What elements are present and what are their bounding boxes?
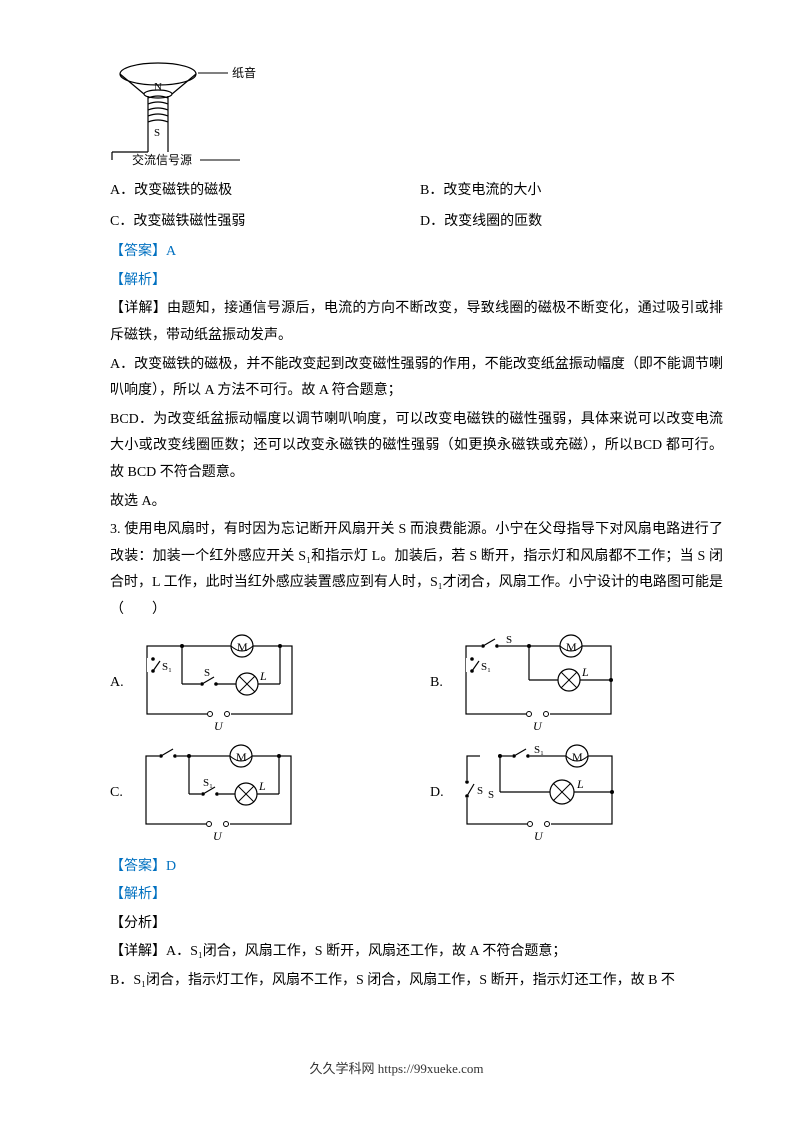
svg-text:M: M bbox=[237, 640, 248, 654]
speaker-diagram: N S 纸音 交流信号源 bbox=[110, 60, 723, 170]
source-label: 交流信号源 bbox=[132, 152, 192, 167]
svg-text:U: U bbox=[534, 829, 544, 843]
svg-text:L: L bbox=[258, 779, 266, 793]
option-d: D．改变线圈的匝数 bbox=[420, 209, 723, 236]
circuit-row-1: A. M S₁ S bbox=[110, 634, 723, 734]
circuit-d-label: D. bbox=[430, 780, 444, 807]
q2-answer: 【答案】A bbox=[110, 239, 723, 266]
option-b: B．改变电流的大小 bbox=[420, 178, 723, 205]
q2-detail-1: 【详解】由题知，接通信号源后，电流的方向不断改变，导致线圈的磁极不断变化，通过吸… bbox=[110, 296, 723, 349]
svg-text:L: L bbox=[259, 669, 267, 683]
q3-answer: 【答案】D bbox=[110, 854, 723, 881]
svg-text:L: L bbox=[576, 777, 584, 791]
svg-text:S₁: S₁ bbox=[534, 744, 544, 756]
paper-label: 纸音 bbox=[232, 65, 256, 80]
svg-text:U: U bbox=[533, 719, 543, 733]
svg-text:U: U bbox=[214, 719, 224, 733]
q2-conclusion: 故选 A。 bbox=[110, 489, 723, 516]
option-a: A．改变磁铁的磁极 bbox=[110, 178, 420, 205]
q3-detail-2: B．S₁闭合，指示灯工作，风扇不工作，S 闭合，风扇工作，S 断开，指示灯还工作… bbox=[110, 968, 723, 995]
svg-text:S: S bbox=[204, 667, 210, 679]
option-c: C．改变磁铁磁性强弱 bbox=[110, 209, 420, 236]
circuit-a-svg: M S₁ S L bbox=[132, 634, 307, 734]
svg-text:S₁: S₁ bbox=[481, 661, 491, 673]
svg-text:M: M bbox=[572, 750, 583, 764]
circuit-c-svg: M S₁ L U bbox=[131, 744, 306, 844]
svg-text:L: L bbox=[581, 665, 589, 679]
svg-text:U: U bbox=[213, 829, 223, 843]
circuit-c-label: C. bbox=[110, 780, 123, 807]
q2-detail-3: BCD．为改变纸盆振动幅度以调节喇叭响度，可以改变电磁铁的磁性强弱，具体来说可以… bbox=[110, 407, 723, 487]
q3-detail-1: 【详解】A．S₁闭合，风扇工作，S 断开，风扇还工作，故 A 不符合题意； bbox=[110, 939, 723, 966]
svg-text:M: M bbox=[566, 640, 577, 654]
n-label: N bbox=[154, 81, 162, 93]
svg-text:S: S bbox=[506, 634, 512, 646]
svg-text:S₁: S₁ bbox=[203, 777, 213, 789]
circuit-b-svg: S M S₁ L U bbox=[451, 634, 626, 734]
svg-text:M: M bbox=[236, 750, 247, 764]
footer: 久久学科网 https://99xueke.com bbox=[0, 1057, 793, 1082]
circuit-a-label: A. bbox=[110, 670, 124, 697]
q3-fenxi: 【分析】 bbox=[110, 911, 723, 938]
speaker-svg: N S 纸音 交流信号源 bbox=[110, 60, 280, 170]
svg-text:S: S bbox=[488, 789, 494, 801]
circuit-d-svg: S S₁ M S L bbox=[452, 744, 627, 844]
q2-analysis-label: 【解析】 bbox=[110, 268, 723, 295]
svg-text:S₁: S₁ bbox=[162, 661, 172, 673]
q3-stem: 3. 使用电风扇时，有时因为忘记断开风扇开关 S 而浪费能源。小宁在父母指导下对… bbox=[110, 517, 723, 623]
s-label: S bbox=[154, 127, 160, 139]
circuit-row-2: C. M S₁ L bbox=[110, 744, 723, 844]
svg-text:S: S bbox=[477, 785, 483, 797]
q2-detail-2: A．改变磁铁的磁极，并不能改变起到改变磁性强弱的作用，不能改变纸盆振动幅度（即不… bbox=[110, 352, 723, 405]
options-row-2: C．改变磁铁磁性强弱 D．改变线圈的匝数 bbox=[110, 209, 723, 236]
circuit-b-label: B. bbox=[430, 670, 443, 697]
q3-analysis-label: 【解析】 bbox=[110, 882, 723, 909]
options-row-1: A．改变磁铁的磁极 B．改变电流的大小 bbox=[110, 178, 723, 205]
